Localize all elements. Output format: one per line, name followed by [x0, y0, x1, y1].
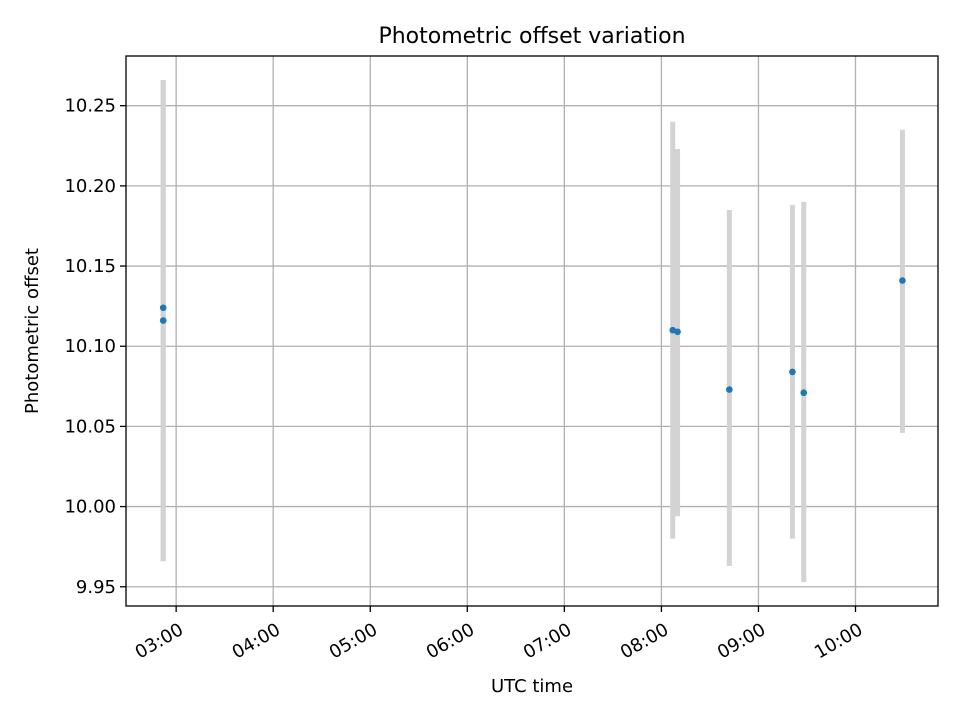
data-point — [159, 304, 167, 312]
x-axis-title: UTC time — [491, 676, 573, 697]
data-point — [789, 368, 796, 376]
data-point — [726, 386, 733, 393]
data-points — [159, 277, 906, 397]
y-tick-label: 10.05 — [64, 416, 116, 437]
chart-title: Photometric offset variation — [378, 24, 685, 49]
data-point — [899, 277, 906, 284]
plot-area-frame — [125, 55, 939, 607]
data-point — [159, 317, 167, 324]
data-point — [674, 328, 681, 336]
y-axis-ticks: 9.95 10.00 10.05 10.10 10.15 10.20 10.25 — [64, 96, 126, 598]
y-tick-label: 10.10 — [64, 336, 116, 357]
y-tick-label: 10.20 — [64, 176, 116, 197]
data-point — [800, 389, 808, 397]
y-tick-label: 10.25 — [64, 96, 116, 117]
y-tick-label: 10.00 — [64, 497, 116, 518]
y-axis-title: Photometric offset — [22, 248, 43, 414]
y-tick-label: 10.15 — [64, 256, 116, 277]
y-tick-label: 9.95 — [76, 577, 116, 598]
